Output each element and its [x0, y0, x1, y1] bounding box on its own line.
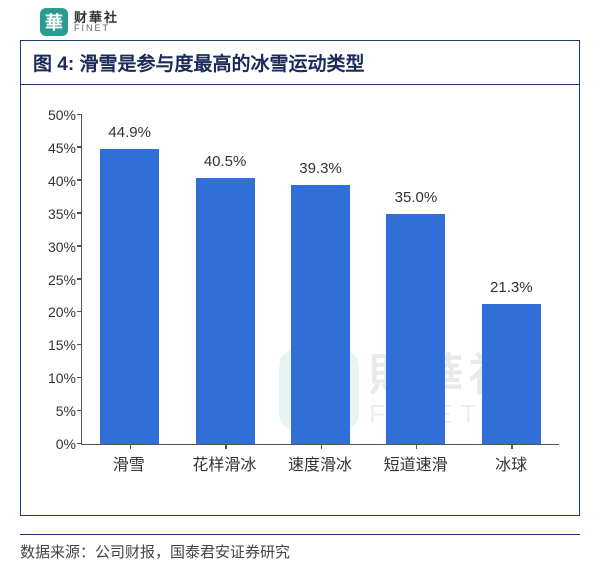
x-axis-label: 冰球: [463, 451, 559, 475]
y-axis-tick-mark: [77, 377, 82, 379]
data-source: 数据来源：公司财报，国泰君安证券研究: [20, 534, 580, 562]
title-prefix: 图 4:: [33, 54, 74, 75]
chart-area: 華 財華社 FINET 44.9%40.5%39.3%35.0%21.3% 0%…: [21, 85, 579, 515]
bar: [291, 185, 350, 444]
bar-slot: 40.5%: [177, 115, 272, 444]
x-axis-labels: 滑雪花样滑冰速度滑冰短道速滑冰球: [81, 451, 559, 475]
bar: [386, 214, 445, 444]
bar-slot: 21.3%: [464, 115, 559, 444]
brand-logo: 華 财華社 FINET: [0, 0, 600, 40]
bar-slot: 35.0%: [368, 115, 463, 444]
y-axis-tick: 35%: [32, 206, 76, 222]
y-axis-tick: 45%: [32, 140, 76, 156]
y-axis-tick: 10%: [32, 370, 76, 386]
x-axis-tick-mark: [225, 444, 227, 449]
title-text: 滑雪是参与度最高的冰雪运动类型: [79, 54, 364, 75]
y-axis-tick-mark: [77, 278, 82, 280]
y-axis-tick-mark: [77, 443, 82, 445]
y-axis-tick: 30%: [32, 239, 76, 255]
y-axis-tick-mark: [77, 146, 82, 148]
bar-slot: 44.9%: [82, 115, 177, 444]
y-axis-tick-mark: [77, 114, 82, 116]
y-axis-tick-mark: [77, 212, 82, 214]
bars-container: 44.9%40.5%39.3%35.0%21.3%: [82, 115, 559, 444]
x-axis-label: 短道速滑: [368, 451, 464, 475]
y-axis-tick-mark: [77, 410, 82, 412]
y-axis-tick-mark: [77, 179, 82, 181]
x-axis-label: 滑雪: [81, 451, 177, 475]
y-axis-tick-mark: [77, 344, 82, 346]
y-axis-tick: 20%: [32, 304, 76, 320]
y-axis-tick: 5%: [32, 403, 76, 419]
y-axis-tick: 40%: [32, 173, 76, 189]
plot-region: 44.9%40.5%39.3%35.0%21.3% 0%5%10%15%20%2…: [81, 115, 559, 445]
bar: [196, 178, 255, 444]
logo-text: 财華社 FINET: [74, 11, 119, 33]
x-axis-tick-mark: [130, 444, 132, 449]
bar: [482, 304, 541, 444]
y-axis-tick: 0%: [32, 436, 76, 452]
x-axis-tick-mark: [416, 444, 418, 449]
y-axis-tick-mark: [77, 245, 82, 247]
logo-mark: 華: [40, 8, 68, 36]
chart-title: 图 4: 滑雪是参与度最高的冰雪运动类型: [21, 41, 579, 85]
y-axis-tick: 50%: [32, 107, 76, 123]
x-axis-label: 速度滑冰: [272, 451, 368, 475]
y-axis-tick: 15%: [32, 337, 76, 353]
x-axis-tick-mark: [511, 444, 513, 449]
logo-en: FINET: [74, 24, 119, 33]
y-axis-tick-mark: [77, 311, 82, 313]
x-axis-tick-mark: [321, 444, 323, 449]
bar-slot: 39.3%: [273, 115, 368, 444]
x-axis-label: 花样滑冰: [177, 451, 273, 475]
chart-frame: 图 4: 滑雪是参与度最高的冰雪运动类型 華 財華社 FINET 44.9%40…: [20, 40, 580, 516]
bar: [100, 149, 159, 444]
y-axis-tick: 25%: [32, 272, 76, 288]
